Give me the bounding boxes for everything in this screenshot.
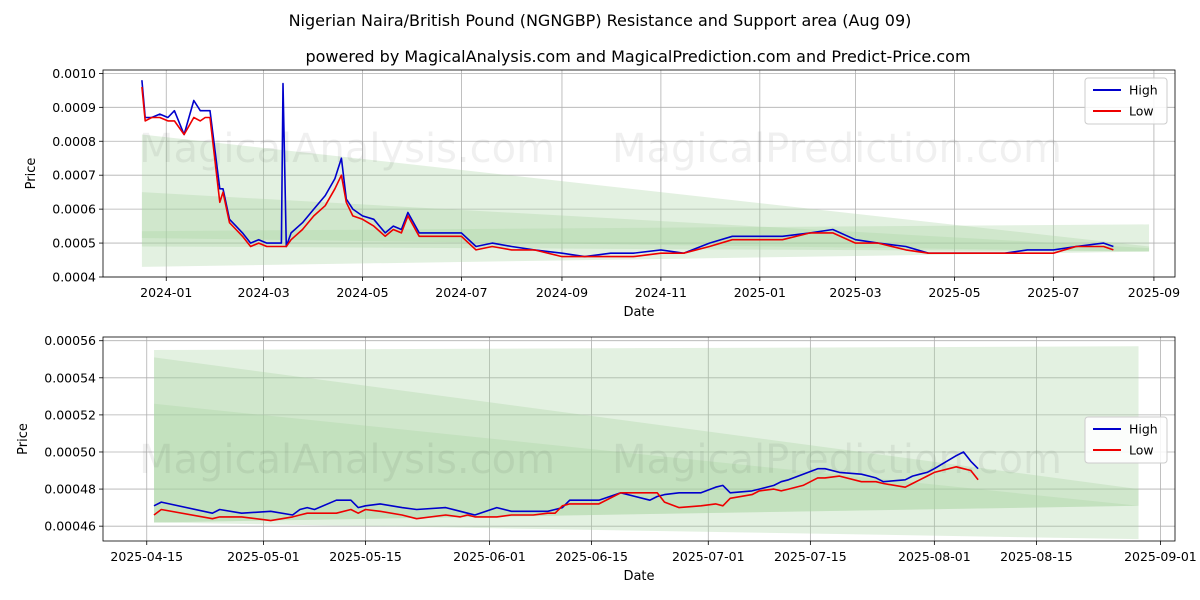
x-tick-label: 2025-01 [734,285,786,300]
chart-title: Nigerian Naira/British Pound (NGNGBP) Re… [289,11,912,30]
series-line-low [153,465,979,522]
series-line-high [153,451,979,516]
legend-label-low: Low [1129,443,1154,458]
y-axis-label: Price [24,158,39,190]
x-tick-label: 2025-07 [1027,285,1079,300]
watermark-analysis: MagicalAnalysis.com [139,126,555,172]
bottom-chart-panel: MagicalAnalysis.com MagicalPrediction.com… [16,333,1197,584]
plot-area: MagicalAnalysis.com MagicalPrediction.com [139,80,1150,267]
y-tick-label: 0.00056 [44,333,96,348]
support-band [141,192,1150,252]
y-tick-label: 0.00050 [44,444,96,459]
y-tick-label: 0.00054 [44,370,96,385]
x-tick-label: 2025-04-15 [110,549,183,564]
x-tick-label: 2025-06-15 [555,549,628,564]
series-line-low [141,86,1114,258]
support-band [154,403,1139,540]
watermark-prediction: MagicalPrediction.com [612,126,1062,172]
watermark-prediction: MagicalPrediction.com [612,437,1062,483]
legend-label-high: High [1129,422,1158,437]
x-tick-label: 2024-07 [435,285,487,300]
y-tick-label: 0.0004 [52,270,96,285]
axes-frame [102,336,1176,542]
axes-frame [102,69,1176,278]
plot-area: MagicalAnalysis.com MagicalPrediction.com [139,346,1139,540]
x-tick-label: 2024-11 [635,285,687,300]
x-tick-label: 2025-09-01 [1124,549,1197,564]
legend-label-high: High [1129,83,1158,98]
x-tick-label: 2024-01 [140,285,192,300]
y-axis-label: Price [16,423,31,455]
chart-subtitle: powered by MagicalAnalysis.com and Magic… [305,47,970,66]
y-tick-label: 0.00048 [44,482,96,497]
x-axis-label: Date [623,569,654,584]
y-tick-label: 0.0010 [52,66,96,81]
y-tick-label: 0.00046 [44,519,96,534]
y-tick-label: 0.00052 [44,407,96,422]
x-tick-label: 2025-09 [1128,285,1180,300]
x-tick-label: 2024-09 [536,285,588,300]
series-line-high [141,80,1114,258]
x-tick-label: 2025-05-15 [329,549,402,564]
x-tick-label: 2025-06-01 [453,549,526,564]
x-tick-label: 2025-05 [928,285,980,300]
x-tick-label: 2024-03 [237,285,289,300]
x-tick-label: 2025-03 [829,285,881,300]
x-tick-label: 2025-07-01 [672,549,745,564]
y-tick-label: 0.0009 [52,100,96,115]
x-tick-label: 2025-05-01 [227,549,300,564]
watermark-analysis: MagicalAnalysis.com [139,437,555,483]
x-tick-label: 2024-05 [336,285,388,300]
top-chart-panel: MagicalAnalysis.com MagicalPrediction.com… [24,66,1180,320]
y-tick-label: 0.0006 [52,202,96,217]
x-axis-label: Date [623,305,654,320]
support-band [154,346,1139,523]
y-tick-label: 0.0005 [52,236,96,251]
legend-label-low: Low [1129,104,1154,119]
y-tick-label: 0.0007 [52,168,96,183]
y-tick-label: 0.0008 [52,134,96,149]
x-tick-label: 2025-08-15 [1000,549,1073,564]
x-tick-label: 2025-07-15 [774,549,847,564]
x-tick-label: 2025-08-01 [898,549,971,564]
support-band [141,134,1150,267]
